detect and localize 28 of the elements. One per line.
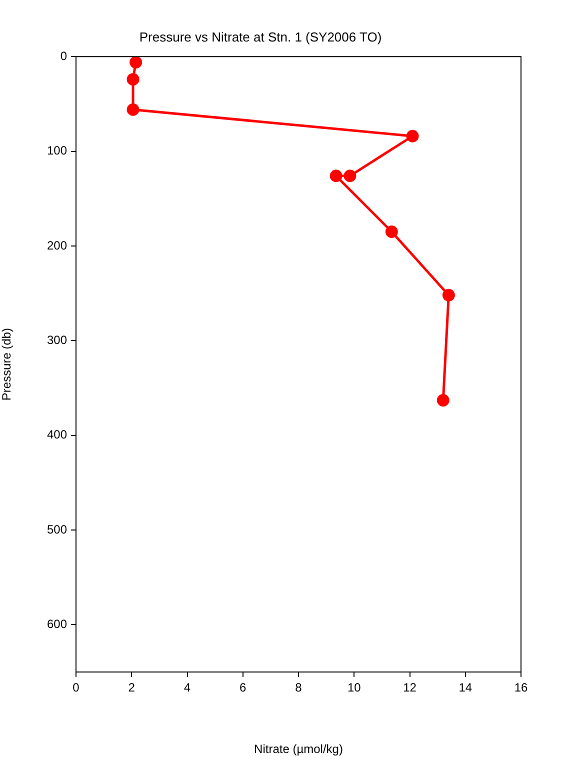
x-tick-label: 6 <box>240 680 247 695</box>
point <box>130 56 142 69</box>
x-tick-label: 0 <box>72 680 80 695</box>
x-tick-label: 2 <box>128 680 136 695</box>
y-tick-label: 600 <box>46 616 68 631</box>
point <box>442 288 455 302</box>
y-tick-label: 200 <box>46 238 68 252</box>
point <box>126 73 140 86</box>
x-tick-label: 8 <box>295 680 302 695</box>
chart-title: Pressure vs Nitrate at Stn. 1 (SY2006 TO) <box>139 29 382 44</box>
x-tick-label: 4 <box>184 680 191 695</box>
x-tick-label: 10 <box>347 680 362 695</box>
point <box>385 226 398 238</box>
x-tick-label: 16 <box>514 680 528 695</box>
x-axis-title: Nitrate (µmol/kg) <box>254 742 343 756</box>
y-tick-label: 400 <box>46 428 68 442</box>
y-tick-label: 0 <box>60 48 68 63</box>
point <box>436 394 450 407</box>
point <box>126 103 140 116</box>
x-tick-label: 14 <box>458 680 472 695</box>
y-tick-label: 100 <box>46 144 68 158</box>
point <box>344 170 356 182</box>
y-axis-title: Pressure (db) <box>0 328 14 401</box>
point <box>330 170 342 182</box>
y-tick-label: 500 <box>46 522 68 536</box>
x-tick-label: 12 <box>403 680 417 695</box>
point <box>406 130 419 142</box>
y-tick-label: 300 <box>46 332 68 347</box>
